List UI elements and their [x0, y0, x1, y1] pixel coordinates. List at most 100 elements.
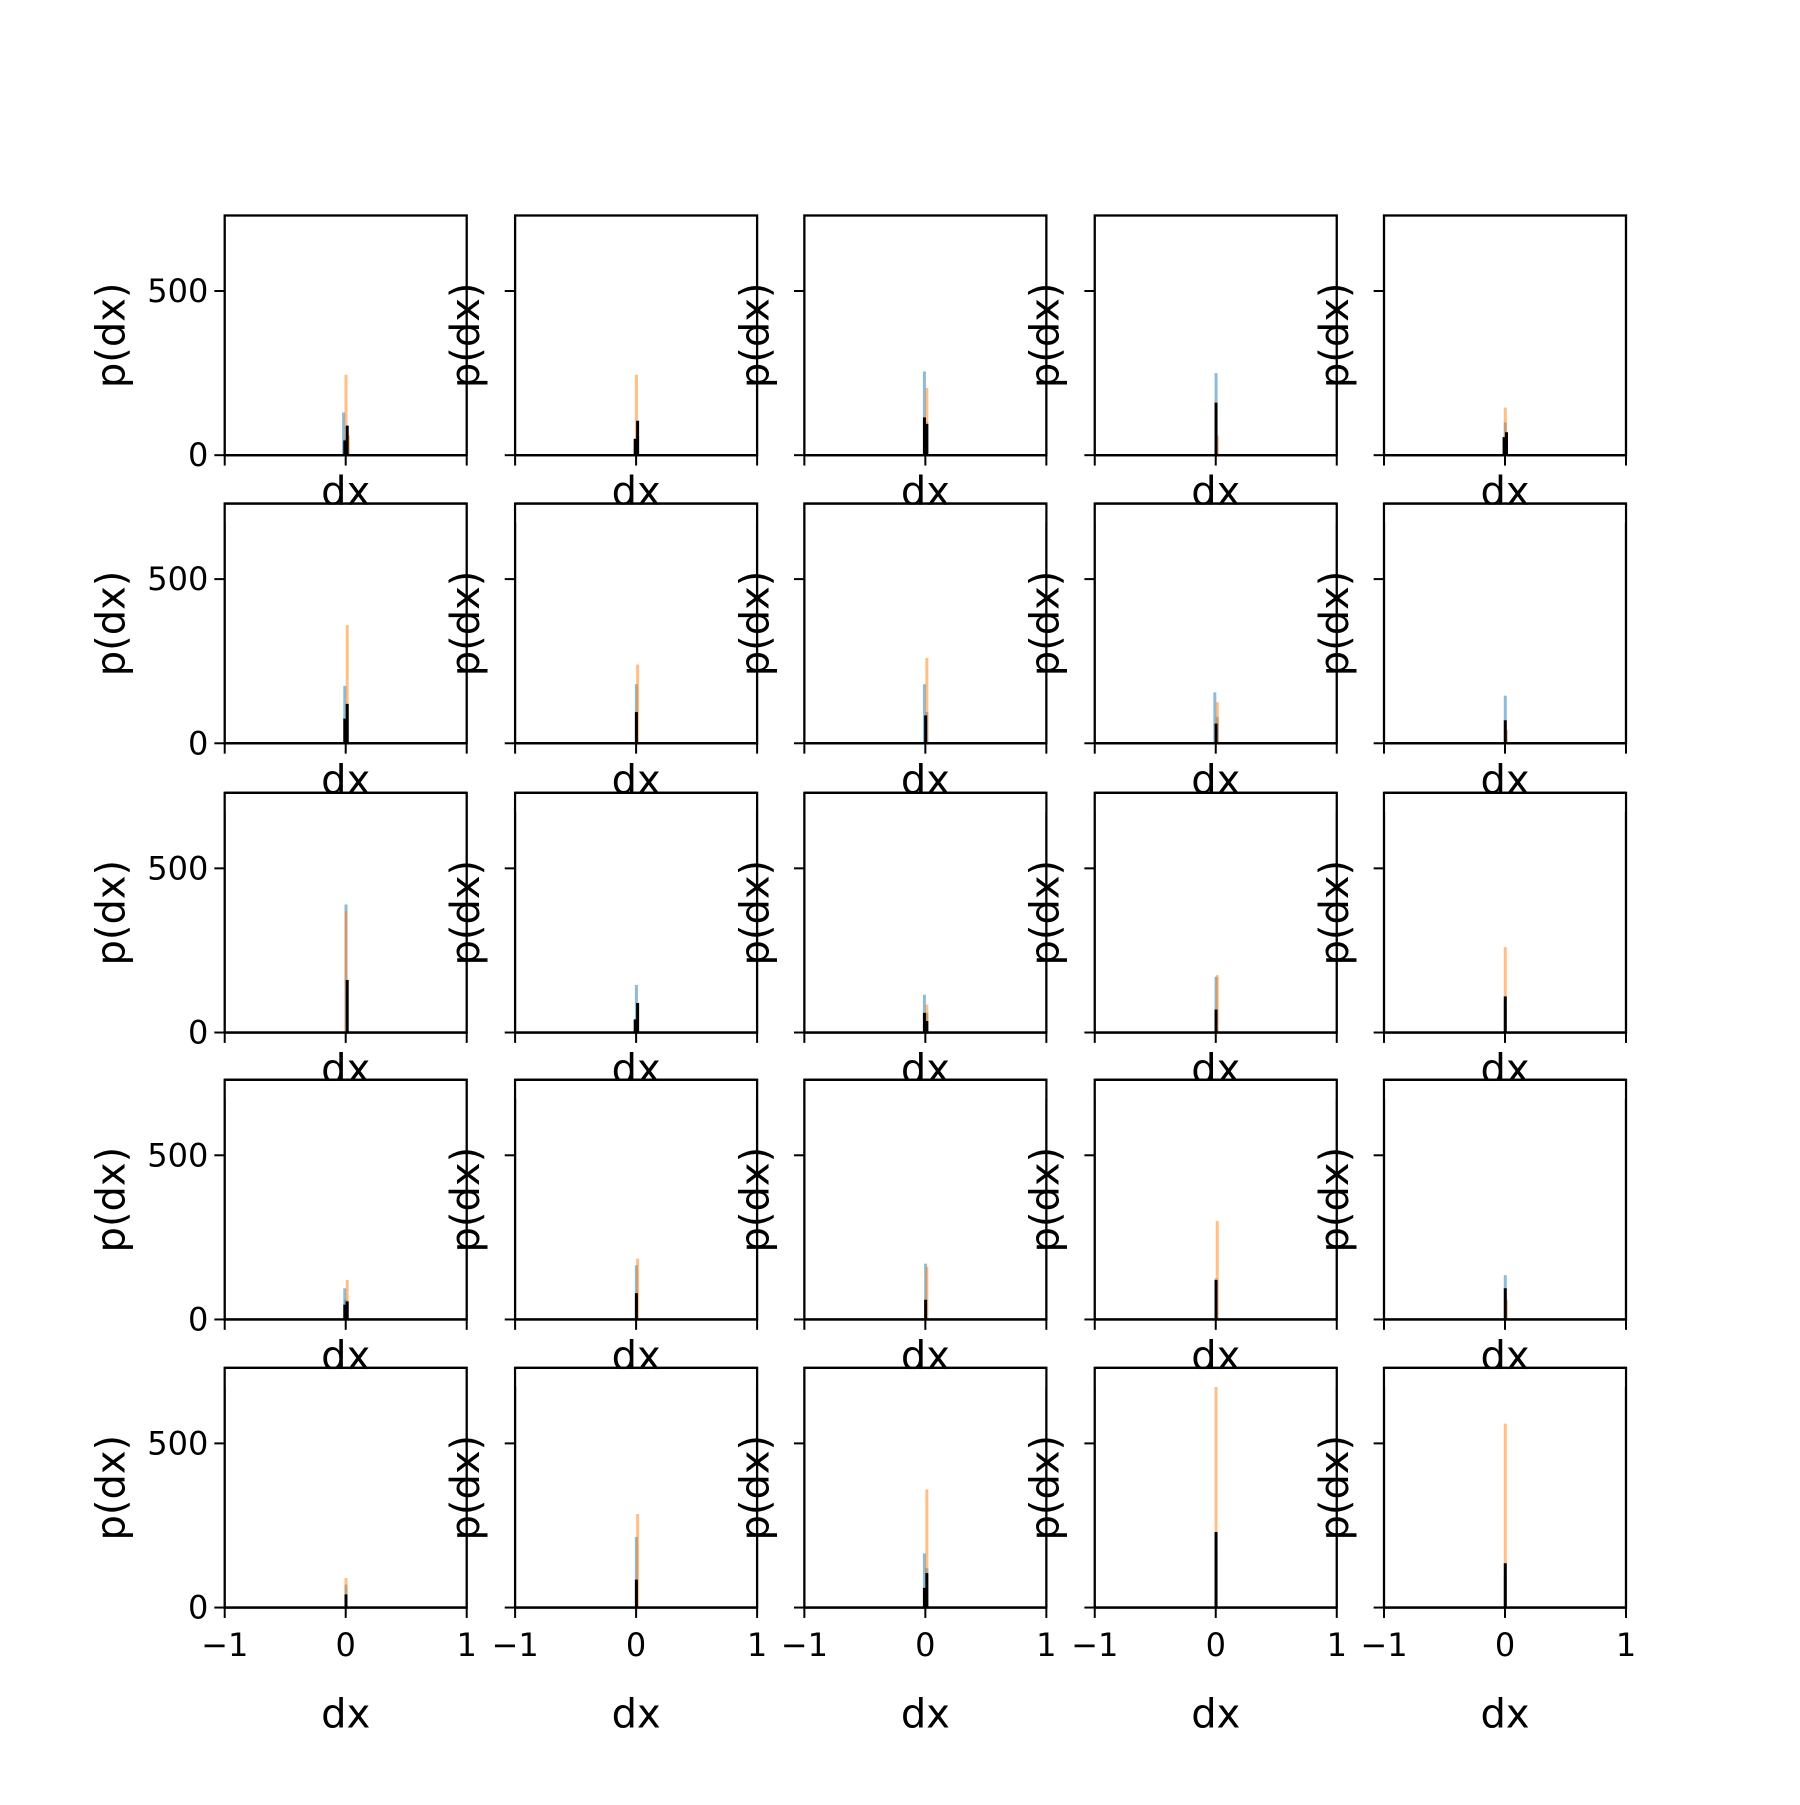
bar-black: [634, 712, 638, 744]
x-tick-label: 1: [1036, 1626, 1056, 1664]
bar-orange: [925, 1004, 929, 1033]
bar-black: [634, 1293, 638, 1320]
x-tick-label: −1: [1360, 1626, 1407, 1664]
y-axis-label: p(dx): [732, 571, 778, 677]
panel-top-cover: [805, 504, 1046, 523]
y-tick-label: 500: [147, 1424, 208, 1462]
bar-black: [636, 1002, 640, 1033]
x-axis-label: dx: [1191, 1692, 1240, 1738]
bar-orange: [1214, 1381, 1218, 1608]
panel-top-cover: [805, 794, 1046, 813]
panel-top-cover: [1095, 1369, 1336, 1388]
y-axis-label: p(dx): [1023, 860, 1069, 966]
bar-black: [343, 440, 347, 456]
bar-black: [1504, 432, 1508, 456]
bar-black: [922, 417, 926, 456]
y-tick-label: 0: [188, 1300, 208, 1338]
panel-r3-c3: dxp(dx): [1023, 1078, 1338, 1379]
bar-orange: [1503, 947, 1507, 1033]
bar-black: [633, 438, 637, 456]
bar-orange: [1503, 407, 1507, 456]
x-tick-label: 0: [915, 1626, 935, 1664]
x-tick-label: −1: [1071, 1626, 1118, 1664]
bar-black: [345, 703, 349, 744]
bar-black: [634, 1579, 638, 1608]
bar-black: [1214, 723, 1218, 744]
y-tick-label: 0: [188, 724, 208, 762]
x-axis-label: dx: [612, 1692, 661, 1738]
y-axis-label: p(dx): [1312, 283, 1358, 389]
bar-orange: [1215, 702, 1219, 744]
y-axis-label: p(dx): [89, 1147, 135, 1253]
panel-r3-c1: dxp(dx): [443, 1078, 759, 1379]
panel-top-cover: [805, 1369, 1046, 1388]
bar-blue: [922, 684, 926, 744]
panel-top-cover: [1385, 504, 1625, 523]
x-tick-label: 1: [747, 1626, 767, 1664]
bar-black: [1214, 402, 1218, 456]
bar-orange: [634, 374, 638, 456]
bar-black: [1214, 1009, 1218, 1033]
panel-r0-c2: dxp(dx): [732, 214, 1048, 515]
bar-black: [922, 1012, 926, 1033]
x-tick-label: −1: [492, 1626, 539, 1664]
x-tick-label: 0: [336, 1626, 356, 1664]
y-axis-label: p(dx): [1023, 1435, 1069, 1541]
x-tick-label: 0: [626, 1626, 646, 1664]
x-axis-label: dx: [1480, 1692, 1529, 1738]
bar-black: [1503, 1563, 1507, 1608]
y-tick-label: 500: [147, 560, 208, 598]
panel-top-cover: [516, 504, 756, 523]
bar-orange: [1215, 1220, 1219, 1320]
y-axis-label: p(dx): [1312, 1147, 1358, 1253]
bar-black: [1502, 437, 1506, 456]
panel-top-cover: [1095, 794, 1336, 813]
panel-top-cover: [1385, 1080, 1625, 1099]
x-tick-label: 0: [1495, 1626, 1515, 1664]
y-axis-label: p(dx): [1023, 571, 1069, 677]
panel-top-cover: [1385, 794, 1625, 813]
y-axis-label: p(dx): [1023, 283, 1069, 389]
panel-top-cover: [225, 1080, 466, 1099]
y-axis-label: p(dx): [1312, 860, 1358, 966]
bar-blue: [1503, 695, 1507, 744]
bar-blue: [342, 412, 346, 456]
panel-r0-c1: dxp(dx): [443, 214, 759, 515]
bar-orange: [345, 625, 349, 744]
y-axis-label: p(dx): [89, 283, 135, 389]
bar-black: [633, 1019, 637, 1033]
panel-r3-c2: dxp(dx): [732, 1078, 1048, 1379]
panel-top-cover: [225, 1369, 466, 1388]
panel-r2-c3: dxp(dx): [1023, 791, 1338, 1093]
y-axis-label: p(dx): [1312, 571, 1358, 677]
y-axis-label: p(dx): [89, 860, 135, 966]
bar-blue: [922, 371, 926, 456]
panel-r4-c3: −1 0 1 dx p(dx): [1023, 1366, 1347, 1738]
bar-orange: [1503, 1423, 1507, 1608]
bar-blue: [922, 1553, 926, 1608]
bar-black: [925, 423, 929, 456]
y-axis-label: p(dx): [89, 1435, 135, 1541]
y-tick-label: 500: [147, 849, 208, 887]
bar-black: [1214, 1280, 1218, 1320]
bar-orange: [344, 374, 348, 456]
y-axis-label: p(dx): [732, 1435, 778, 1541]
bar-black: [343, 1304, 347, 1320]
panel-r4-c4: −1 0 1 dx p(dx): [1312, 1366, 1636, 1738]
bar-black: [343, 718, 347, 744]
x-tick-label: 0: [1206, 1626, 1226, 1664]
y-tick-label: 0: [188, 1589, 208, 1627]
panel-top-cover: [225, 504, 466, 523]
bar-orange: [345, 1280, 349, 1320]
bar-black: [1503, 1288, 1507, 1320]
panel-top-cover: [1385, 1369, 1625, 1388]
y-axis-label: p(dx): [1312, 1435, 1358, 1541]
bar-orange: [636, 1513, 640, 1608]
y-axis-label: p(dx): [732, 860, 778, 966]
y-axis-label: p(dx): [443, 571, 489, 677]
x-tick-label: 1: [1327, 1626, 1347, 1664]
